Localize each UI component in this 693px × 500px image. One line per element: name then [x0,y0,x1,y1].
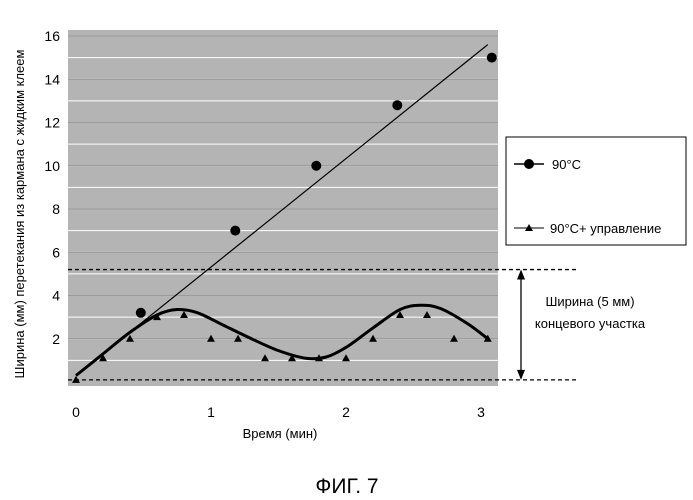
y-tick-label: 16 [44,28,60,44]
y-tick-label: 12 [44,115,60,131]
annotation-line-2: концевого участка [535,316,646,331]
legend-marker-90c [524,159,534,169]
legend-label-90c-control: 90°C+ управление [550,221,661,236]
x-tick-labels: 0 1 2 3 [72,404,485,420]
annotation-line-1: Ширина (5 мм) [545,294,634,309]
x-axis-title: Время (мин) [243,426,318,441]
data-point-90c [311,161,321,171]
legend: 90°C 90°C+ управление [506,137,686,245]
x-tick-label: 0 [72,404,80,420]
y-tick-label: 10 [44,158,60,174]
x-tick-label: 1 [207,404,215,420]
y-tick-label: 4 [52,288,60,304]
y-tick-label: 6 [52,244,60,260]
plot-area [68,30,498,386]
end-width-arrowhead-bottom [517,370,525,380]
y-tick-labels: 2 4 6 8 10 12 14 16 [44,28,60,347]
data-point-90c [136,308,146,318]
data-point-90c [230,226,240,236]
legend-label-90c: 90°C [552,157,581,172]
data-point-90c [487,53,497,63]
end-width-arrowhead-top [517,270,525,280]
y-tick-label: 2 [52,331,60,347]
y-tick-label: 14 [44,71,60,87]
y-axis-title: Ширина (мм) перетекания из кармана с жид… [12,49,27,378]
figure-caption: ФИГ. 7 [315,475,378,498]
x-tick-label: 2 [342,404,350,420]
data-point-90c [392,100,402,110]
x-tick-label: 3 [477,404,485,420]
y-tick-label: 8 [52,201,60,217]
